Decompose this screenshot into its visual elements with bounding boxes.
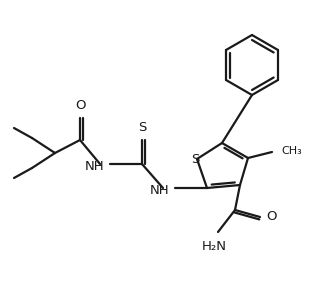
Text: S: S xyxy=(138,121,146,134)
Text: CH₃: CH₃ xyxy=(281,146,302,156)
Text: NH: NH xyxy=(84,160,104,172)
Text: H₂N: H₂N xyxy=(202,240,226,253)
Text: O: O xyxy=(75,99,85,112)
Text: NH: NH xyxy=(149,183,169,197)
Text: S: S xyxy=(191,153,199,166)
Text: O: O xyxy=(266,210,276,222)
